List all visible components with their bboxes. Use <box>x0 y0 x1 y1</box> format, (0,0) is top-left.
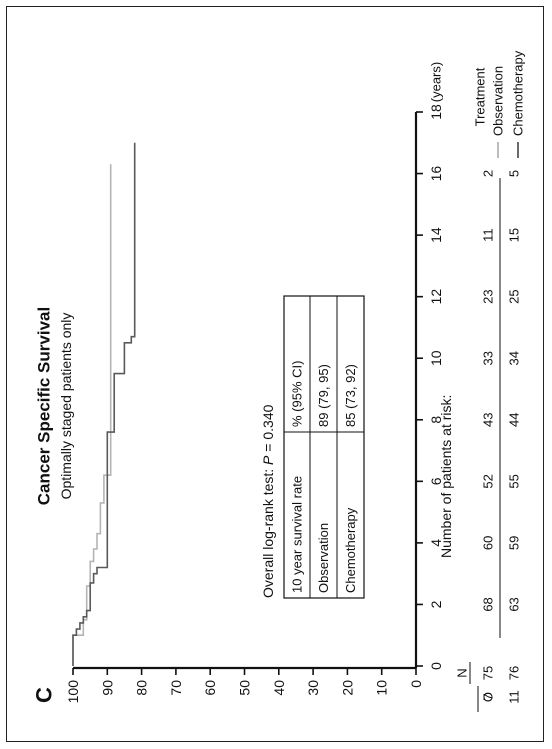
survival-tick-label: 90 <box>99 680 115 696</box>
survival-tick-label: 40 <box>271 680 287 696</box>
risk-col-o-header: O <box>481 692 496 702</box>
survival-tick-label: 30 <box>305 680 321 696</box>
time-tick-label: 16 <box>428 166 444 182</box>
risk-count: 23 <box>481 289 496 303</box>
risk-count: 44 <box>507 413 522 427</box>
time-tick-label: 2 <box>428 600 444 608</box>
risk-count: 33 <box>481 351 496 365</box>
table-row-value: 89 (79, 95) <box>316 364 331 427</box>
time-tick-label: 8 <box>428 416 444 424</box>
chart-subtitle: Optimally staged patients only <box>58 313 74 500</box>
legend-label-chemotherapy: Chemotherapy <box>511 50 526 136</box>
risk-count: 25 <box>507 289 522 303</box>
survival-rate-table: 10 year survival rate % (95% CI) Observati… <box>283 295 365 599</box>
table-row-value: 85 (73, 92) <box>343 364 358 427</box>
survival-tick-label: 20 <box>339 680 355 696</box>
time-tick-label: 6 <box>428 477 444 485</box>
risk-count: 5 <box>507 170 522 177</box>
logrank-test-text: Overall log-rank test: P = 0.340 <box>260 404 276 598</box>
time-axis-label: (years) <box>429 62 444 102</box>
time-tick-label: 0 <box>428 662 444 670</box>
time-tick-label: 12 <box>428 289 444 305</box>
survival-tick-label: 0 <box>408 680 424 688</box>
risk-col-n-header: N <box>455 668 470 677</box>
legend-label-observation: Observation <box>491 66 506 136</box>
panel-letter: C <box>32 687 57 703</box>
table-header-cell: 10 year survival rate <box>290 476 305 593</box>
chart-title: Cancer Specific Survival <box>35 307 54 505</box>
risk-count: 59 <box>507 536 522 550</box>
risk-table-label: Number of patients at risk: <box>438 395 454 558</box>
survival-tick-label: 70 <box>168 680 184 696</box>
figure-frame <box>6 6 544 742</box>
risk-o-value: 11 <box>507 690 522 704</box>
km-curve-observation <box>72 164 112 666</box>
time-tick-label: 10 <box>428 350 444 366</box>
table-row-label: Chemotherapy <box>343 507 358 593</box>
time-tick-label: 18 <box>428 104 444 120</box>
survival-tick-label: 50 <box>237 680 253 696</box>
survival-tick-label: 10 <box>374 680 390 696</box>
risk-count: 60 <box>481 536 496 550</box>
table-border <box>283 295 365 599</box>
risk-count: 2 <box>481 170 496 177</box>
risk-count: 15 <box>507 228 522 242</box>
time-tick-label: 14 <box>428 227 444 243</box>
km-curve-chemotherapy <box>72 142 136 666</box>
survival-tick-label: 80 <box>134 680 150 696</box>
risk-count: 43 <box>481 413 496 427</box>
risk-count: 52 <box>481 474 496 488</box>
risk-o-value: 7 <box>481 693 496 700</box>
table-row-label: Observation <box>316 523 331 593</box>
risk-count: 11 <box>481 228 496 242</box>
survival-tick-label: 60 <box>202 680 218 696</box>
legend-title: Treatment <box>473 67 488 126</box>
risk-n-value: 75 <box>481 666 496 680</box>
risk-count: 34 <box>507 351 522 365</box>
risk-count: 63 <box>507 597 522 611</box>
survival-tick-label: 100 <box>65 680 81 704</box>
risk-count: 55 <box>507 474 522 488</box>
time-tick-label: 4 <box>428 539 444 547</box>
risk-n-value: 76 <box>507 666 522 680</box>
table-header-cell: % (95% CI) <box>290 361 305 427</box>
risk-count: 68 <box>481 597 496 611</box>
